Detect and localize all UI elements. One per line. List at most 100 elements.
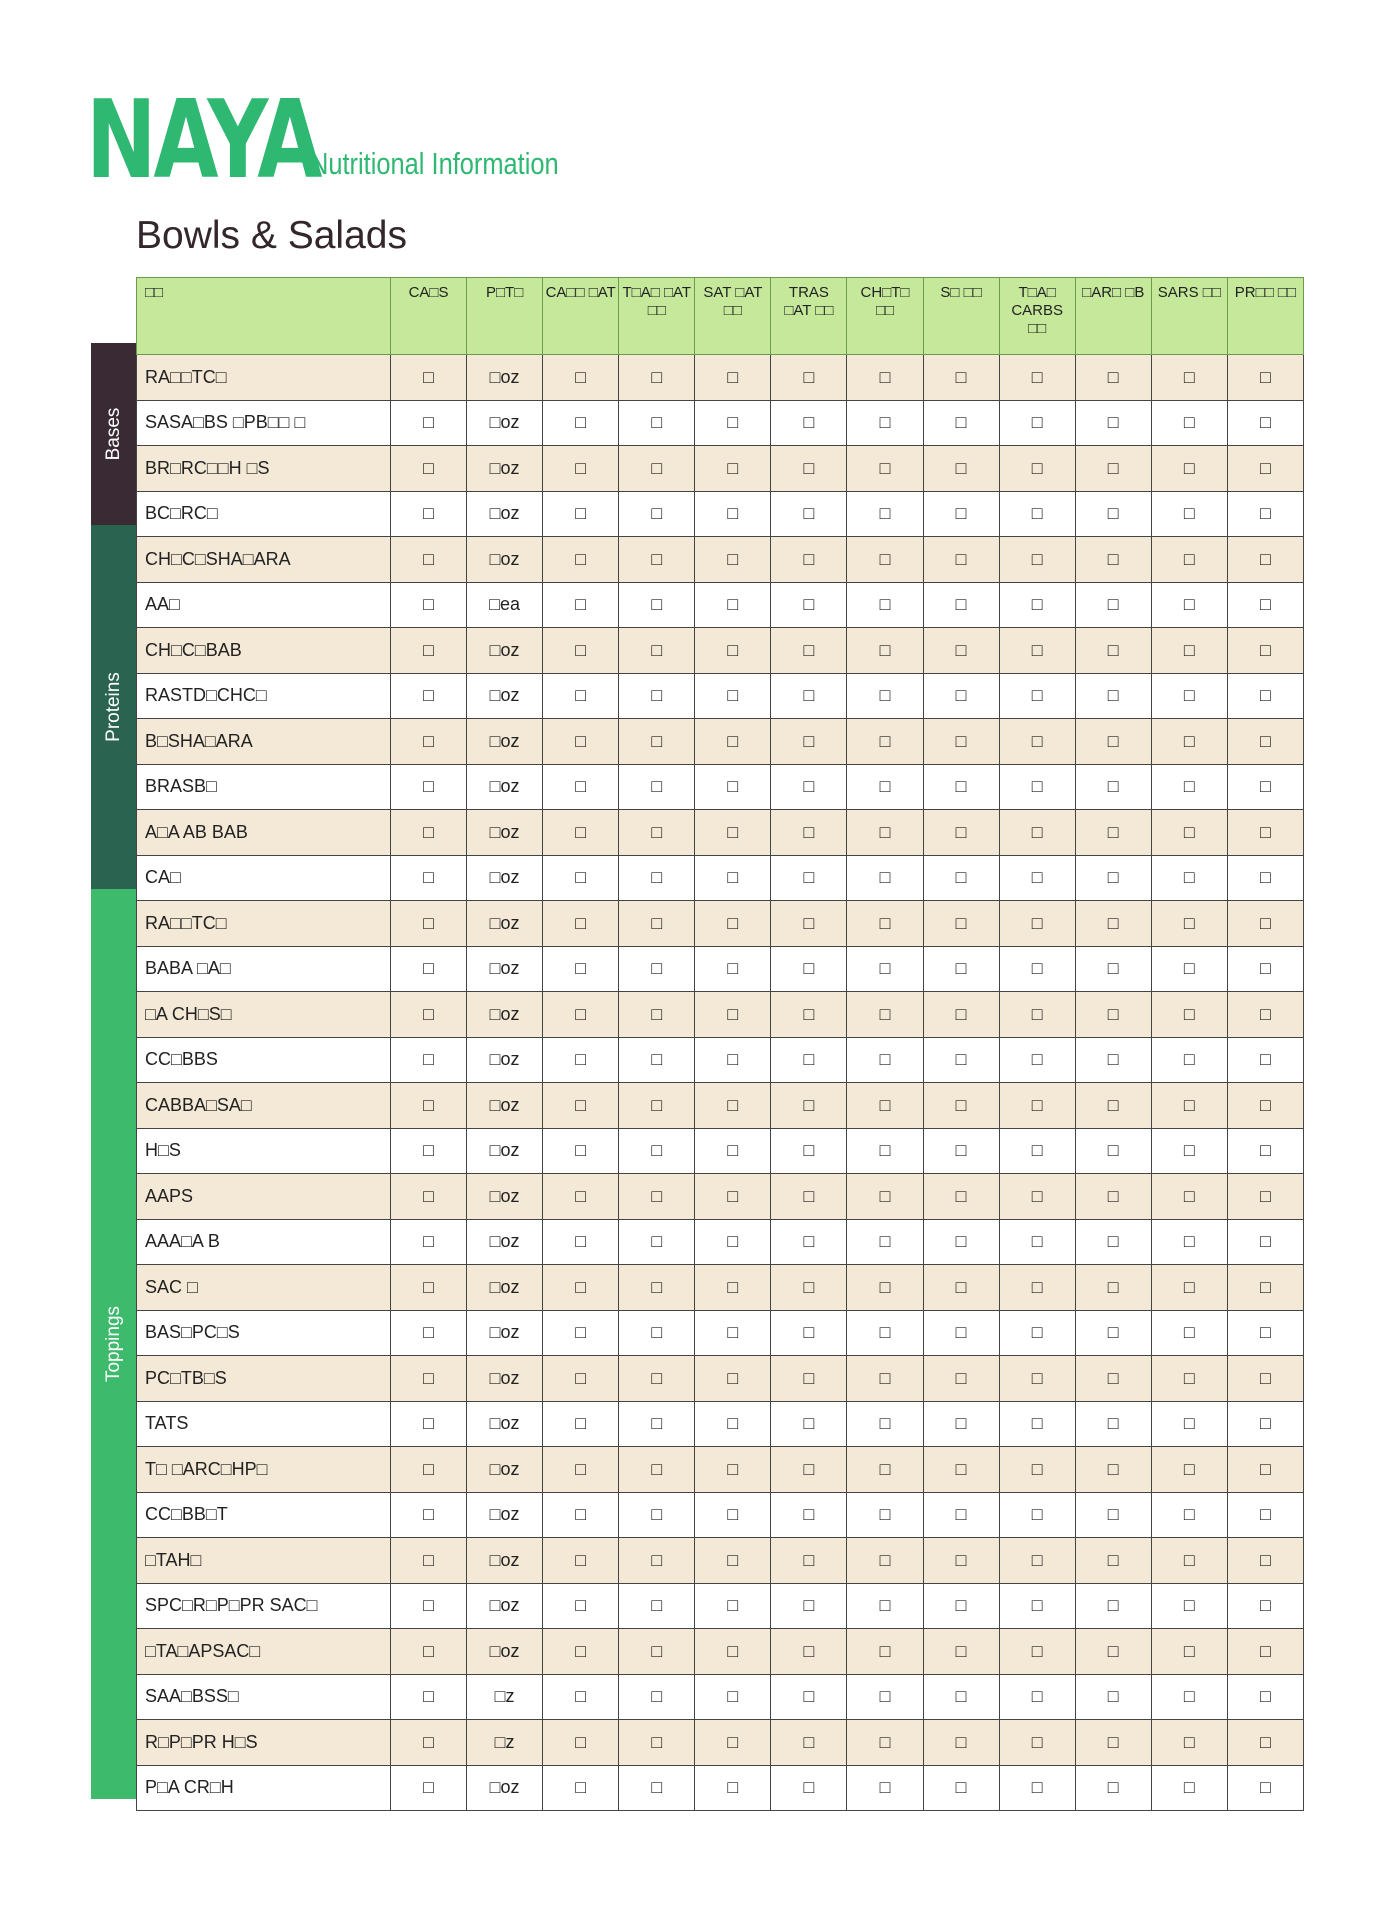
nutrient-value: □ bbox=[1150, 1582, 1228, 1629]
item-name: BRASB□ bbox=[136, 763, 391, 810]
nutrient-value: □ bbox=[389, 991, 468, 1038]
serving-size: □oz bbox=[466, 1082, 544, 1129]
nutrient-value: □ bbox=[922, 763, 1000, 810]
nutrient-value: □ bbox=[618, 354, 696, 401]
nutrient-value: □ bbox=[542, 1173, 620, 1220]
item-name: SASA□BS □PB□□ □ bbox=[136, 399, 391, 446]
nutrient-value: □ bbox=[618, 1537, 696, 1584]
nutrient-value: □ bbox=[1074, 445, 1152, 492]
nutrient-value: □ bbox=[846, 763, 924, 810]
item-name: CC□BB□T bbox=[136, 1491, 391, 1538]
nutrient-value: □ bbox=[998, 1537, 1076, 1584]
nutrient-value: □ bbox=[770, 945, 848, 992]
nutrient-value: □ bbox=[770, 1264, 848, 1311]
nutrient-value: □ bbox=[1074, 627, 1152, 674]
serving-size: □oz bbox=[466, 718, 544, 765]
nutrient-value: □ bbox=[694, 1082, 772, 1129]
nutrient-value: □ bbox=[542, 1218, 620, 1265]
nutrient-value: □ bbox=[694, 945, 772, 992]
nutrient-value: □ bbox=[694, 991, 772, 1038]
table-row: BRASB□ □ □oz □ □ □ □ □ □ □ □ □ □ bbox=[136, 763, 1305, 810]
nutrient-value: □ bbox=[846, 399, 924, 446]
nutrient-value: □ bbox=[770, 1628, 848, 1675]
table-row: BR□RC□□H □S □ □oz □ □ □ □ □ □ □ □ □ □ bbox=[136, 445, 1305, 492]
nutrient-value: □ bbox=[1150, 581, 1228, 628]
item-name: AA□ bbox=[136, 581, 391, 628]
nutrient-value: □ bbox=[694, 1719, 772, 1766]
nutrient-value: □ bbox=[998, 1446, 1076, 1493]
nutrient-value: □ bbox=[1074, 1764, 1152, 1811]
nutrient-value: □ bbox=[846, 1127, 924, 1174]
nutrient-value: □ bbox=[542, 1673, 620, 1720]
nutrient-value: □ bbox=[694, 536, 772, 583]
group-label-text: Toppings bbox=[102, 1305, 124, 1383]
serving-size: □oz bbox=[466, 399, 544, 446]
nutrient-value: □ bbox=[922, 490, 1000, 537]
nutrient-value: □ bbox=[1226, 809, 1305, 856]
nutrient-value: □ bbox=[770, 1719, 848, 1766]
nutrient-value: □ bbox=[1226, 1173, 1305, 1220]
serving-size: □oz bbox=[466, 445, 544, 492]
nutrient-value: □ bbox=[1150, 1309, 1228, 1356]
nutrient-value: □ bbox=[1150, 1400, 1228, 1447]
nutrient-value: □ bbox=[846, 1582, 924, 1629]
nutrient-value: □ bbox=[922, 445, 1000, 492]
nutrient-value: □ bbox=[922, 718, 1000, 765]
nutrient-value: □ bbox=[1150, 1127, 1228, 1174]
serving-size: □oz bbox=[466, 1764, 544, 1811]
nutrient-value: □ bbox=[618, 445, 696, 492]
nutrient-value: □ bbox=[694, 1036, 772, 1083]
item-name: AAPS bbox=[136, 1173, 391, 1220]
nutrient-value: □ bbox=[922, 991, 1000, 1038]
column-header: T□A□ CARBS □□ bbox=[998, 277, 1076, 355]
nutrient-value: □ bbox=[1226, 1355, 1305, 1402]
column-header: SARS □□ bbox=[1150, 277, 1228, 355]
table-row: □TAH□ □ □oz □ □ □ □ □ □ □ □ □ □ bbox=[136, 1537, 1305, 1584]
nutrient-value: □ bbox=[1150, 1218, 1228, 1265]
nutrient-value: □ bbox=[542, 1400, 620, 1447]
nutrient-value: □ bbox=[1150, 718, 1228, 765]
nutrient-value: □ bbox=[1226, 1400, 1305, 1447]
nutrient-value: □ bbox=[846, 490, 924, 537]
column-header: PR□□ □□ bbox=[1226, 277, 1305, 355]
column-header: □AR□ □B bbox=[1074, 277, 1152, 355]
table-row: CABBA□SA□ □ □oz □ □ □ □ □ □ □ □ □ □ bbox=[136, 1082, 1305, 1129]
nutrient-value: □ bbox=[694, 399, 772, 446]
nutrient-value: □ bbox=[1074, 536, 1152, 583]
nutrient-value: □ bbox=[1226, 490, 1305, 537]
nutrient-value: □ bbox=[770, 1446, 848, 1493]
nutrient-value: □ bbox=[998, 399, 1076, 446]
nutrient-value: □ bbox=[922, 1355, 1000, 1402]
nutrient-value: □ bbox=[618, 1036, 696, 1083]
nutrient-value: □ bbox=[618, 627, 696, 674]
nutrient-value: □ bbox=[770, 1082, 848, 1129]
table-row: AAA□A B □ □oz □ □ □ □ □ □ □ □ □ □ bbox=[136, 1218, 1305, 1265]
table-row: RASTD□CHC□ □ □oz □ □ □ □ □ □ □ □ □ □ bbox=[136, 672, 1305, 719]
nutrient-value: □ bbox=[618, 399, 696, 446]
nutrient-value: □ bbox=[1150, 627, 1228, 674]
table-row: CC□BB□T □ □oz □ □ □ □ □ □ □ □ □ □ bbox=[136, 1491, 1305, 1538]
nutrient-value: □ bbox=[998, 581, 1076, 628]
table-row: TATS □ □oz □ □ □ □ □ □ □ □ □ □ bbox=[136, 1400, 1305, 1447]
nutrient-value: □ bbox=[618, 763, 696, 810]
nutrient-value: □ bbox=[1150, 1173, 1228, 1220]
item-name: PC□TB□S bbox=[136, 1355, 391, 1402]
nutrient-value: □ bbox=[1150, 1673, 1228, 1720]
nutrient-value: □ bbox=[618, 1309, 696, 1356]
nutrient-value: □ bbox=[1226, 763, 1305, 810]
nutrient-value: □ bbox=[922, 581, 1000, 628]
nutrient-value: □ bbox=[770, 445, 848, 492]
column-header: SAT □AT □□ bbox=[694, 277, 772, 355]
nutrient-value: □ bbox=[846, 900, 924, 947]
serving-size: □oz bbox=[466, 354, 544, 401]
table-row: SPC□R□P□PR SAC□ □ □oz □ □ □ □ □ □ □ □ □ □ bbox=[136, 1582, 1305, 1629]
nutrient-value: □ bbox=[846, 1309, 924, 1356]
page-title: Bowls & Salads bbox=[136, 214, 407, 257]
nutrient-value: □ bbox=[694, 1218, 772, 1265]
nutrient-value: □ bbox=[1074, 354, 1152, 401]
serving-size: □oz bbox=[466, 763, 544, 810]
nutrient-value: □ bbox=[389, 399, 468, 446]
nutrient-value: □ bbox=[846, 1673, 924, 1720]
nutrient-value: □ bbox=[846, 1537, 924, 1584]
nutrient-value: □ bbox=[389, 763, 468, 810]
